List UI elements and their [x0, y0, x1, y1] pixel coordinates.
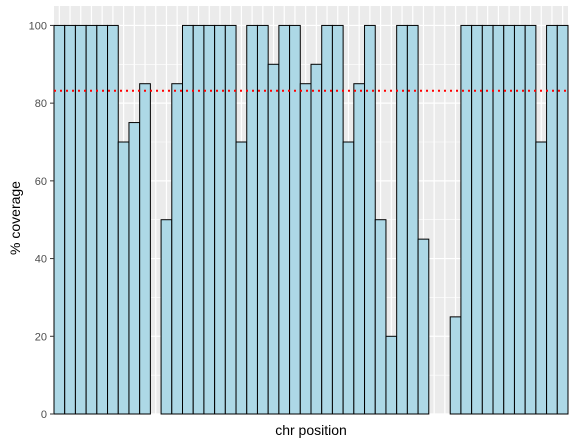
bar: [310, 63, 323, 415]
bar: [299, 83, 312, 415]
bar: [331, 24, 344, 415]
bar: [128, 122, 141, 415]
bar: [449, 316, 462, 415]
bar: [74, 24, 87, 415]
bar: [203, 24, 216, 415]
x-axis-title: chr position: [275, 422, 347, 438]
bar: [224, 24, 237, 415]
bars: [53, 24, 569, 415]
bar: [321, 24, 333, 415]
bar: [107, 24, 119, 415]
bar: [556, 24, 569, 415]
bar: [396, 24, 408, 415]
bar: [235, 141, 248, 415]
y-axis-title: % coverage: [7, 181, 23, 255]
bar: [503, 24, 515, 415]
y-tick-label: 60: [35, 176, 47, 188]
bar: [385, 335, 398, 415]
bar: [64, 24, 76, 415]
y-tick-label: 80: [35, 98, 47, 110]
bar: [289, 24, 301, 415]
bar: [96, 24, 109, 415]
y-tick-label: 100: [29, 20, 47, 32]
bar: [85, 24, 98, 415]
bar: [353, 83, 366, 415]
bar: [182, 24, 194, 415]
bar: [406, 24, 419, 415]
y-tick-label: 0: [41, 409, 47, 421]
bar: [481, 24, 494, 415]
bar: [117, 141, 130, 415]
bar: [214, 24, 226, 415]
bar: [513, 24, 526, 415]
bar: [278, 24, 291, 415]
bar: [267, 63, 280, 415]
bar: [139, 83, 151, 415]
y-tick-label: 40: [35, 254, 47, 266]
y-axis: 0 20 40 60 80 100: [29, 20, 54, 421]
bar: [171, 83, 183, 415]
bar: [460, 24, 473, 415]
y-tick-label: 20: [35, 331, 47, 343]
bar: [471, 24, 483, 415]
bar: [192, 24, 205, 415]
bar: [53, 24, 66, 415]
bar: [256, 24, 269, 415]
bar: [246, 24, 258, 415]
bar: [535, 141, 548, 415]
bar: [492, 24, 505, 415]
bar: [160, 219, 173, 415]
bar: [374, 219, 387, 415]
bar: [524, 24, 537, 415]
bar: [417, 238, 430, 415]
bar: [342, 141, 355, 415]
bar: [546, 24, 558, 415]
bar: [364, 24, 376, 415]
